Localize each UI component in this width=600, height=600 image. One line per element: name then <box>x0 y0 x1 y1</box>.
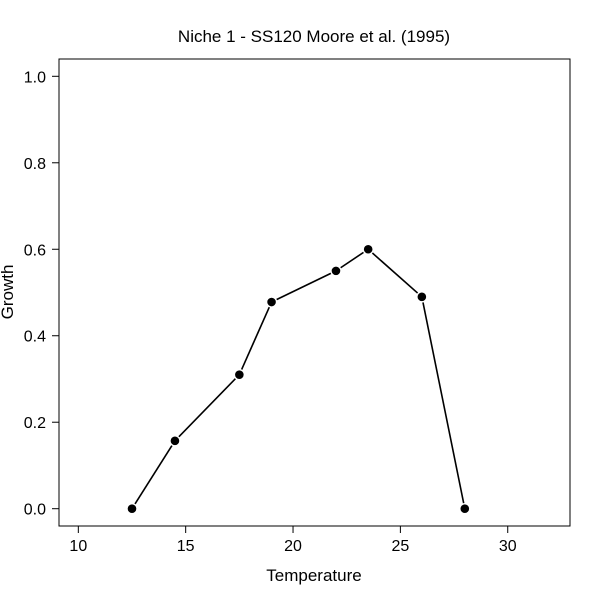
y-tick-label: 0.6 <box>24 242 46 259</box>
chart-title: Niche 1 - SS120 Moore et al. (1995) <box>178 27 450 46</box>
series-points-group <box>126 243 471 515</box>
x-axis: 10 15 20 25 30 <box>69 526 517 555</box>
data-point <box>416 291 428 303</box>
data-point <box>233 368 246 381</box>
x-axis-label: Temperature <box>266 566 361 585</box>
x-tick-label: 20 <box>284 538 302 555</box>
data-point <box>169 435 181 447</box>
x-tick-label: 15 <box>177 538 195 555</box>
y-axis: 0.0 0.2 0.4 0.6 0.8 1.0 <box>24 69 59 519</box>
series-line-segment <box>421 296 466 509</box>
series-line-segment <box>271 270 337 303</box>
series-line-segment <box>174 374 240 442</box>
series-line-group <box>131 248 466 510</box>
series-line-segment <box>131 440 176 510</box>
y-tick-label: 1.0 <box>24 69 46 86</box>
series-line-segment <box>238 301 273 375</box>
x-tick-label: 30 <box>499 538 517 555</box>
data-point <box>126 503 138 515</box>
data-point <box>265 296 278 308</box>
x-tick-label: 25 <box>391 538 409 555</box>
data-point <box>362 243 374 255</box>
data-point <box>330 265 342 277</box>
y-tick-label: 0.4 <box>24 329 46 346</box>
x-tick-label: 10 <box>69 538 87 555</box>
y-tick-label: 0.0 <box>24 502 46 519</box>
data-point <box>459 503 471 515</box>
plot-frame <box>58 58 571 527</box>
y-tick-label: 0.8 <box>24 156 46 173</box>
y-tick-label: 0.2 <box>24 415 46 432</box>
series-line-segment <box>367 248 423 298</box>
series-line-segment <box>335 248 369 272</box>
y-axis-label: Growth <box>0 265 17 320</box>
